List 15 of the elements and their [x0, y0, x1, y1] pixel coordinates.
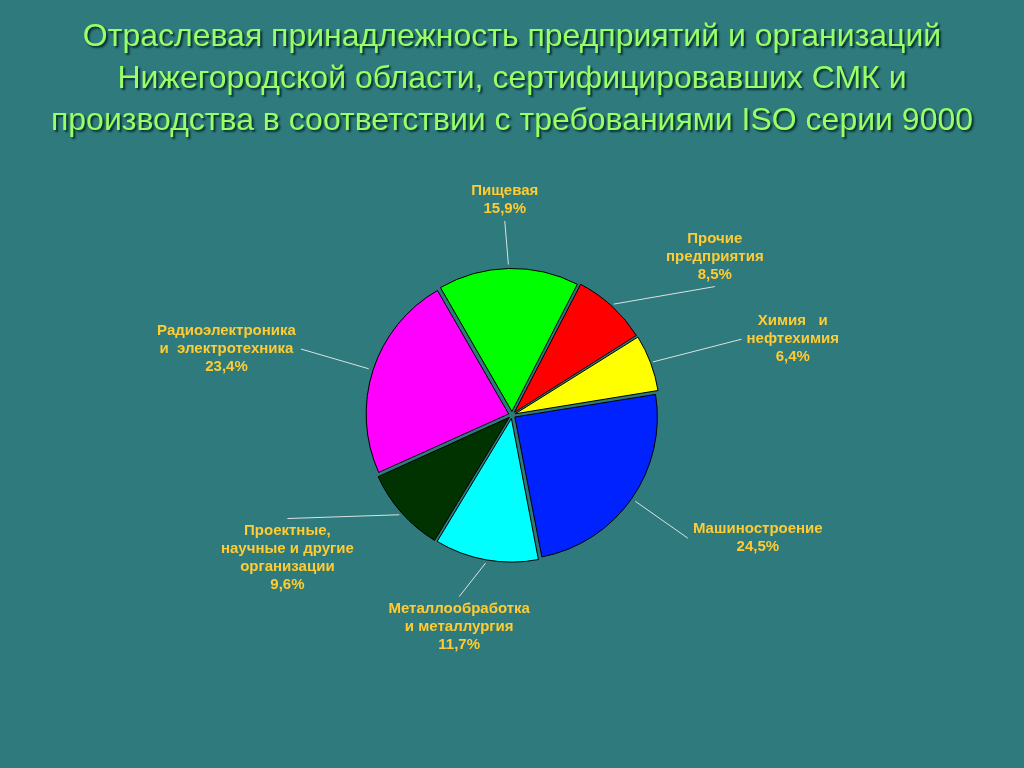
slice-label: Проектные, научные и другие организации [220, 520, 354, 574]
slice-label: Пищевая [471, 181, 539, 199]
data-label: 23,4% [205, 357, 248, 375]
slice-label: Химия и нефтехимия [746, 311, 839, 347]
slice-label: Металлообработка и металлургия [388, 598, 531, 634]
slice-label: Машиностроение [692, 519, 823, 537]
data-label: 9,6% [270, 574, 305, 592]
slice-label: Радиоэлектроника и электротехника [157, 321, 297, 357]
slice-label: Прочие предприятия [666, 228, 764, 264]
data-label: 24,5% [736, 537, 780, 555]
data-label: 11,7% [438, 634, 481, 652]
data-label: 15,9% [483, 199, 527, 217]
data-label: 8,5% [697, 264, 732, 282]
chart-title: Отраслевая принадлежность предприятий и организаций Нижегородской области, сертифицировавших СМК и производства в соответствии с требованиями ISO серии 9000 [49, 16, 974, 139]
data-label: 6,4% [775, 347, 810, 365]
